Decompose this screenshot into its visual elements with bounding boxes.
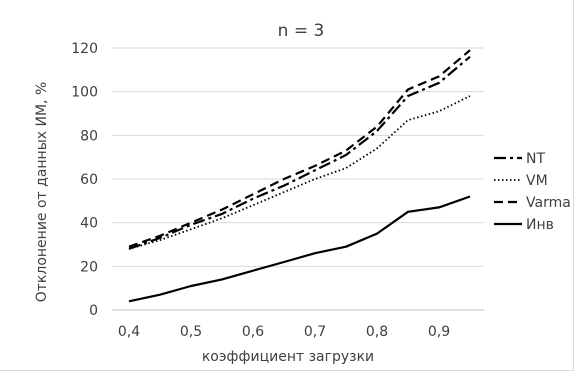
chart-title: n = 3 (278, 21, 325, 41)
y-tick-label: 40 (80, 216, 98, 232)
y-tick-label: 20 (80, 259, 98, 275)
axes: 0 20 40 60 80 100 120 0,4 0,5 0,6 0,7 0,8 0,9 (71, 41, 484, 340)
legend-label-3: Инв (526, 217, 554, 233)
series-lines (128, 49, 471, 303)
legend-label-0: NT (526, 151, 545, 167)
legend-label-1: VM (526, 173, 548, 189)
x-tick-label: 0,5 (180, 324, 202, 340)
y-axis-label: Отклонение от данных ИМ, % (34, 82, 50, 303)
series-line-0 (128, 55, 471, 250)
gridlines (112, 47, 484, 267)
legend-label-2: Varma (526, 195, 571, 211)
x-axis-label: коэффициент загрузки (202, 349, 374, 365)
y-tick-label: 120 (71, 41, 98, 57)
y-tick-label: 100 (71, 85, 98, 101)
x-tick-label: 0,7 (304, 324, 326, 340)
x-tick-label: 0,6 (242, 324, 264, 340)
series-line-3 (128, 195, 471, 303)
legend: NT VM Varma Инв (494, 151, 571, 233)
series-line-2 (128, 49, 471, 248)
y-tick-label: 60 (80, 172, 98, 188)
y-tick-label: 80 (80, 128, 98, 144)
x-tick-label: 0,8 (366, 324, 388, 340)
y-tick-label: 0 (89, 303, 98, 319)
x-tick-label: 0,4 (118, 324, 140, 340)
x-tick-label: 0,9 (428, 324, 450, 340)
